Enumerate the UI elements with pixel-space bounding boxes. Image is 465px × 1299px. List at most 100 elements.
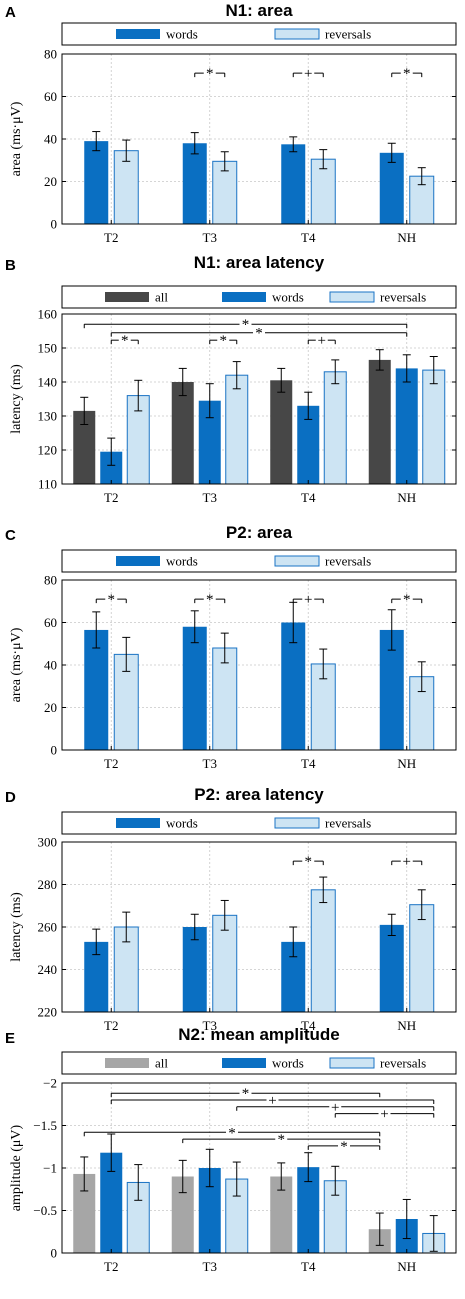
bar-words-t2 xyxy=(84,629,109,750)
chart-panel-c: C P2: area words reversals * * + * 0 20 40 60 80 T2 T3… xyxy=(5,523,457,771)
error-bar-reversals-t2 xyxy=(134,1164,143,1201)
significance-label: * xyxy=(403,592,411,608)
bar-words-t4 xyxy=(281,144,306,224)
y-tick-label: 160 xyxy=(38,307,58,322)
error-bar-reversals-nh xyxy=(429,356,438,385)
error-bar-reversals-t2 xyxy=(122,911,131,943)
y-tick-label: −1 xyxy=(43,1161,57,1176)
y-tick-label: 260 xyxy=(38,920,58,935)
error-bar-reversals-t3 xyxy=(220,899,229,931)
error-bar-all-t4 xyxy=(277,367,286,393)
error-bar-reversals-t4 xyxy=(331,1165,340,1196)
y-tick-label: 40 xyxy=(44,658,57,673)
error-bar-words-nh xyxy=(387,609,396,651)
bar-reversals-nh xyxy=(422,369,446,485)
chart-panel-b: B N1: area latency all words reversals * * * * +1… xyxy=(5,253,457,505)
significance-label: + xyxy=(331,1100,339,1116)
bar-words-t4 xyxy=(297,405,320,484)
y-axis-label: area (ms·μV) xyxy=(9,627,24,702)
panel-letter: B xyxy=(5,257,16,274)
error-bar-all-t2 xyxy=(80,396,89,425)
legend: all words reversals xyxy=(61,285,457,309)
chart-title: P2: area xyxy=(226,523,293,542)
x-tick-label: T2 xyxy=(104,1259,118,1274)
bar-all-t3 xyxy=(171,1176,194,1253)
x-tick-label: T3 xyxy=(203,1259,217,1274)
x-tick-label: NH xyxy=(397,230,416,245)
y-axis-label: latency (ms) xyxy=(9,364,24,434)
significance-bracket: * xyxy=(83,1125,381,1141)
legend-label-words: words xyxy=(166,27,198,42)
panel-letter: A xyxy=(5,4,16,21)
significance-bracket: + xyxy=(292,592,324,608)
bar-words-t2 xyxy=(100,451,123,484)
bar-all-t4 xyxy=(270,1176,293,1253)
legend-box xyxy=(61,811,457,835)
legend-label-all: all xyxy=(155,290,168,305)
significance-bracket: * xyxy=(95,592,127,608)
plot-frame xyxy=(61,313,457,485)
significance-bracket: + xyxy=(334,1107,435,1123)
panel-letter: E xyxy=(5,1030,15,1047)
significance-label: * xyxy=(206,66,214,82)
x-tick-label: T4 xyxy=(301,490,316,505)
y-tick-label: 120 xyxy=(38,443,58,458)
legend-swatch-words xyxy=(116,818,160,828)
significance-label: * xyxy=(121,333,129,349)
y-tick-label: 0 xyxy=(51,743,58,758)
bar-reversals-t3 xyxy=(225,374,249,485)
legend-box xyxy=(61,22,457,46)
x-tick-label: NH xyxy=(397,490,416,505)
y-tick-label: 130 xyxy=(38,409,58,424)
legend-swatch-all xyxy=(105,1058,149,1068)
significance-label: * xyxy=(228,1125,236,1141)
x-tick-label: T4 xyxy=(301,230,316,245)
y-tick-label: 60 xyxy=(44,615,57,630)
error-bar-words-t3 xyxy=(190,132,199,155)
error-bar-words-t2 xyxy=(107,1133,116,1172)
bar-words-nh xyxy=(379,152,404,224)
significance-label: * xyxy=(242,317,250,333)
panel-letter: D xyxy=(5,789,16,806)
x-tick-label: T4 xyxy=(301,1018,316,1033)
legend-swatch-reversals xyxy=(274,555,320,567)
legend-label-reversals: reversals xyxy=(325,554,371,569)
error-bar-reversals-t3 xyxy=(220,632,229,664)
legend-label-reversals: reversals xyxy=(380,1056,426,1071)
error-bar-words-nh xyxy=(402,354,411,383)
legend: words reversals xyxy=(61,549,457,573)
error-bar-reversals-t2 xyxy=(122,139,131,162)
significance-label: * xyxy=(108,592,116,608)
legend-swatch-reversals xyxy=(329,291,375,303)
legend-label-words: words xyxy=(166,554,198,569)
significance-bracket: * xyxy=(307,1139,381,1155)
significance-bracket: * xyxy=(391,66,423,82)
bar-words-nh xyxy=(395,368,418,484)
legend-swatch-words xyxy=(222,292,266,302)
x-tick-label: T2 xyxy=(104,756,118,771)
significance-bracket: + xyxy=(307,333,336,349)
bar-words-t3 xyxy=(182,927,207,1012)
significance-label: * xyxy=(403,66,411,82)
significance-label: * xyxy=(242,1086,250,1102)
error-bar-reversals-t3 xyxy=(232,1161,241,1197)
significance-label: * xyxy=(206,592,214,608)
error-bar-words-t4 xyxy=(304,1152,313,1183)
error-bar-words-t2 xyxy=(92,928,101,956)
y-tick-label: 280 xyxy=(38,877,58,892)
error-bar-words-t3 xyxy=(205,1148,214,1188)
x-tick-label: T3 xyxy=(203,756,217,771)
bar-reversals-nh xyxy=(409,904,435,1013)
significance-label: * xyxy=(305,854,313,870)
legend-swatch-words xyxy=(222,1058,266,1068)
y-tick-label: 80 xyxy=(44,573,57,588)
x-tick-label: T3 xyxy=(203,1018,217,1033)
legend-swatch-words xyxy=(116,29,160,39)
y-tick-label: 40 xyxy=(44,132,57,147)
bar-words-t3 xyxy=(182,626,207,750)
error-bar-words-t3 xyxy=(205,383,214,419)
error-bar-all-t4 xyxy=(277,1162,286,1191)
legend-swatch-reversals xyxy=(329,1057,375,1069)
bar-words-t2 xyxy=(100,1152,123,1253)
